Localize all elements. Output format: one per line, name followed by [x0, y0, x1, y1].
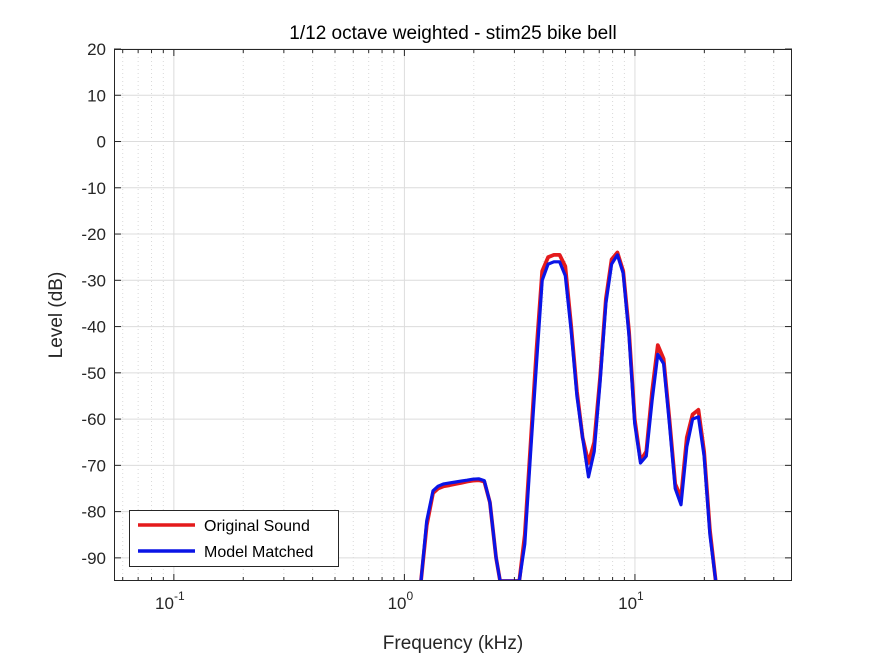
- chart-title: 1/12 octave weighted - stim25 bike bell: [289, 23, 616, 44]
- y-tick-label: -70: [81, 456, 106, 475]
- y-tick-label: -40: [81, 318, 106, 337]
- axes-box: [114, 49, 792, 581]
- legend-label-model-matched: Model Matched: [204, 544, 313, 561]
- y-tick-label: -10: [81, 179, 106, 198]
- y-tick-label: -50: [81, 364, 106, 383]
- y-tick-label: -20: [81, 225, 106, 244]
- plot-area: [114, 49, 792, 581]
- y-tick-label: 20: [87, 40, 106, 59]
- y-tick-label: -30: [81, 271, 106, 290]
- legend-box: [129, 510, 339, 567]
- y-tick-labels: 20 10 0 -10 -20 -30 -40 -50 -60 -70 -80 -90: [81, 40, 106, 568]
- x-axis-label: Frequency (kHz): [383, 633, 523, 654]
- legend: Original Sound Model Matched: [129, 510, 339, 567]
- legend-label-original-sound: Original Sound: [204, 518, 310, 535]
- y-tick-label: 0: [97, 133, 106, 152]
- series-line-model-matched: [419, 253, 718, 581]
- y-tick-label: -60: [81, 410, 106, 429]
- x-tick-label: 100: [388, 589, 414, 613]
- y-axis-label: Level (dB): [46, 272, 67, 359]
- tick-marks: [114, 48, 792, 581]
- minor-gridlines: [122, 49, 775, 581]
- series-layer: [419, 250, 718, 581]
- y-tick-label: 10: [87, 86, 106, 105]
- x-tick-label: 101: [618, 589, 644, 613]
- y-tick-label: -80: [81, 503, 106, 522]
- x-tick-label: 10-1: [155, 589, 185, 613]
- x-tick-labels: 10-1 100 101: [155, 589, 644, 613]
- y-tick-label: -90: [81, 549, 106, 568]
